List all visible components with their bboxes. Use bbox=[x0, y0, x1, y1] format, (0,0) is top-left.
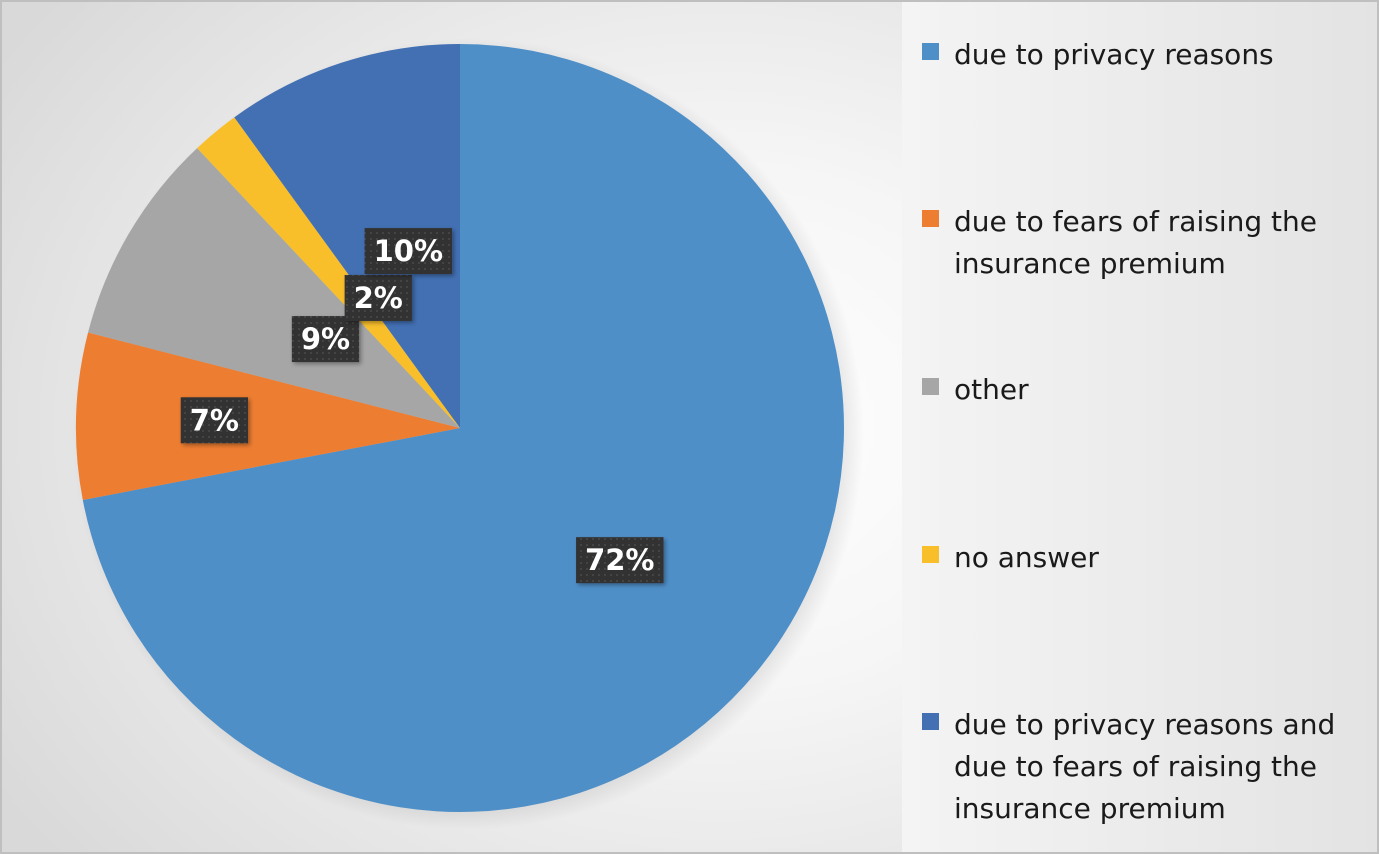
legend-label: no answer bbox=[954, 541, 1099, 574]
legend: due to privacy reasons due to fears of r… bbox=[922, 2, 1362, 852]
pie-slice bbox=[197, 117, 460, 429]
data-label-box bbox=[180, 397, 248, 444]
data-label-text: 2% bbox=[354, 281, 403, 315]
data-label-text: 72% bbox=[585, 543, 654, 577]
legend-item: no answer bbox=[922, 537, 1352, 579]
legend-swatch bbox=[922, 43, 939, 60]
legend-label: other bbox=[954, 373, 1029, 406]
legend-label: due to privacy reasons bbox=[954, 38, 1274, 71]
legend-background bbox=[902, 2, 1377, 852]
legend-item: other bbox=[922, 369, 1352, 411]
legend-label: due to fears of raising the insurance pr… bbox=[954, 205, 1317, 280]
data-label-box bbox=[364, 228, 453, 275]
legend-swatch bbox=[922, 713, 939, 730]
legend-label: due to privacy reasons and due to fears … bbox=[954, 708, 1336, 825]
pie-slice bbox=[76, 332, 461, 500]
pie-slice bbox=[82, 44, 844, 812]
pie-chart: 72% 7% 9%2% 10% bbox=[72, 38, 864, 830]
data-label-box bbox=[291, 316, 360, 363]
data-label: 2% bbox=[344, 274, 412, 321]
data-label-text: 9% bbox=[301, 322, 350, 356]
legend-item: due to privacy reasons bbox=[922, 34, 1352, 76]
pie-slice bbox=[88, 148, 461, 428]
legend-swatch bbox=[922, 378, 939, 395]
legend-item: due to fears of raising the insurance pr… bbox=[922, 201, 1352, 285]
legend-item: due to privacy reasons and due to fears … bbox=[922, 704, 1352, 830]
legend-swatch bbox=[922, 546, 939, 563]
data-label: 10% bbox=[364, 228, 453, 275]
legend-swatch bbox=[922, 210, 939, 227]
data-label-text: 7% bbox=[190, 403, 239, 437]
data-label-box bbox=[344, 274, 412, 321]
data-label: 7% bbox=[180, 397, 248, 444]
data-label: 72% bbox=[576, 537, 664, 584]
pie-slice bbox=[234, 44, 460, 428]
data-label-box bbox=[576, 537, 664, 584]
data-label-text: 10% bbox=[374, 234, 443, 268]
data-label: 9% bbox=[291, 316, 360, 363]
